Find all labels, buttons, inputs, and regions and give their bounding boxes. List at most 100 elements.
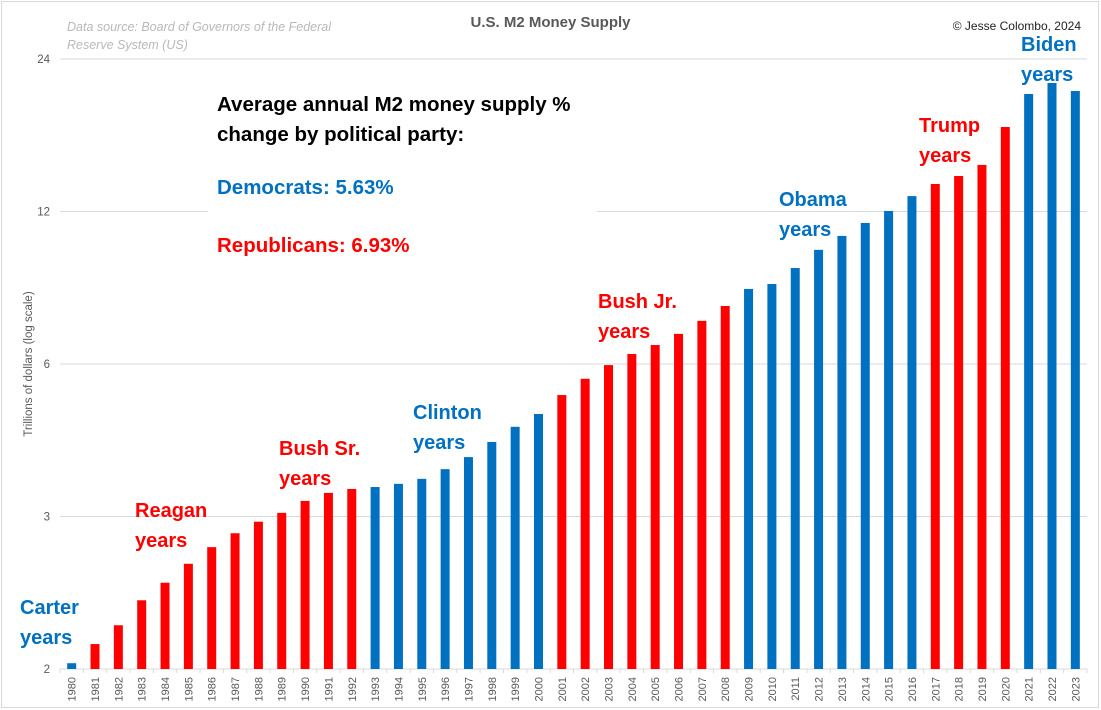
x-tick-label: 1981 bbox=[90, 677, 102, 701]
y-axis-label: Trillions of dollars (log scale) bbox=[23, 291, 35, 436]
bar-2009 bbox=[744, 288, 754, 669]
x-tick-label: 2011 bbox=[790, 677, 802, 701]
y-tick-label: 3 bbox=[44, 512, 50, 524]
x-tick-label: 2018 bbox=[954, 677, 966, 701]
x-tick-label: 2022 bbox=[1047, 677, 1059, 701]
era-label-bush-jr: Bush Jr. years bbox=[598, 291, 677, 343]
x-tick-label: 2008 bbox=[720, 677, 732, 701]
republicans-average: Republicans: 6.93% bbox=[217, 234, 410, 257]
x-tick-label: 1984 bbox=[160, 677, 172, 701]
x-tick-label: 1987 bbox=[230, 677, 242, 701]
x-tick-label: 2013 bbox=[837, 677, 849, 701]
bar-1994 bbox=[393, 483, 403, 669]
x-tick-label: 2006 bbox=[674, 677, 686, 701]
x-tick-label: 1994 bbox=[393, 677, 405, 701]
x-tick-label: 2009 bbox=[744, 677, 756, 701]
bar-2001 bbox=[557, 395, 567, 669]
bar-1986 bbox=[207, 547, 217, 669]
era-label-bush-sr: Bush Sr. years bbox=[279, 438, 361, 490]
era-label-clinton: Clinton years bbox=[413, 402, 482, 454]
bar-2011 bbox=[790, 268, 800, 669]
bar-2021 bbox=[1024, 94, 1034, 669]
x-tick-label: 2002 bbox=[580, 677, 592, 701]
x-tick-label: 2016 bbox=[907, 677, 919, 701]
bar-2007 bbox=[697, 320, 707, 669]
x-tick-label: 1996 bbox=[440, 677, 452, 701]
x-tick-label: 1997 bbox=[463, 677, 475, 701]
bar-2019 bbox=[977, 164, 987, 669]
bar-1997 bbox=[463, 457, 473, 669]
bar-2015 bbox=[884, 210, 894, 669]
bars bbox=[67, 82, 1080, 670]
x-tick-label: 1980 bbox=[67, 677, 79, 701]
x-tick-label: 1988 bbox=[253, 677, 265, 701]
bar-1983 bbox=[137, 600, 147, 669]
bar-1988 bbox=[253, 521, 263, 669]
bar-2000 bbox=[533, 414, 543, 669]
bar-2014 bbox=[860, 222, 870, 670]
y-axis-ticks: 24 12 6 3 2 bbox=[37, 54, 50, 676]
x-tick-label: 2012 bbox=[814, 677, 826, 701]
bar-2008 bbox=[720, 305, 730, 669]
bar-1990 bbox=[300, 500, 310, 669]
bar-2017 bbox=[930, 183, 940, 669]
bar-1993 bbox=[370, 487, 380, 669]
bar-1995 bbox=[417, 478, 427, 669]
bar-2004 bbox=[627, 353, 637, 669]
era-label-biden: Biden years bbox=[1021, 34, 1077, 86]
x-tick-label: 1982 bbox=[113, 677, 125, 701]
x-tick-label: 1983 bbox=[137, 677, 149, 701]
x-tick-label: 1998 bbox=[487, 677, 499, 701]
x-tick-label: 1995 bbox=[417, 677, 429, 701]
x-tick-label: 2004 bbox=[627, 677, 639, 701]
party-average-annotation: Average annual M2 money supply % change … bbox=[208, 84, 597, 268]
bar-1998 bbox=[487, 441, 497, 669]
x-tick-label: 1985 bbox=[183, 677, 195, 701]
copyright-note: © Jesse Colombo, 2024 bbox=[952, 19, 1081, 33]
x-tick-label: 1991 bbox=[323, 677, 335, 701]
x-axis-ticks: 1980 1981 1982 1983 1984 1985 1986 1987 1988 1989… bbox=[59, 669, 1088, 701]
x-tick-label: 1989 bbox=[277, 677, 289, 701]
x-tick-label: 2021 bbox=[1024, 677, 1036, 701]
x-tick-label: 2003 bbox=[604, 677, 616, 701]
bar-1981 bbox=[90, 644, 100, 669]
y-tick-label: 2 bbox=[44, 664, 50, 676]
bar-2022 bbox=[1047, 82, 1057, 670]
bar-2002 bbox=[580, 378, 590, 669]
x-tick-label: 1993 bbox=[370, 677, 382, 701]
era-label-carter: Carter years bbox=[20, 597, 79, 649]
bar-2016 bbox=[907, 196, 917, 670]
era-label-reagan: Reagan years bbox=[135, 500, 208, 552]
democrats-average: Democrats: 5.63% bbox=[217, 176, 394, 199]
bar-1980 bbox=[67, 663, 77, 669]
x-tick-label: 2014 bbox=[860, 677, 872, 701]
era-label-trump: Trump years bbox=[919, 115, 981, 167]
bar-1992 bbox=[347, 488, 357, 669]
bar-1999 bbox=[510, 426, 520, 669]
bar-2010 bbox=[767, 284, 777, 669]
bar-2006 bbox=[674, 333, 684, 669]
x-tick-label: 2020 bbox=[1000, 677, 1012, 701]
chart-title: U.S. M2 Money Supply bbox=[470, 14, 631, 31]
x-tick-label: 1992 bbox=[347, 677, 359, 701]
y-tick-label: 24 bbox=[37, 54, 50, 66]
x-tick-label: 2015 bbox=[884, 677, 896, 701]
bar-1987 bbox=[230, 533, 240, 669]
bar-2003 bbox=[604, 365, 614, 669]
bar-2005 bbox=[650, 345, 660, 669]
bar-2013 bbox=[837, 235, 847, 669]
x-tick-label: 1986 bbox=[207, 677, 219, 701]
x-tick-label: 1990 bbox=[300, 677, 312, 701]
y-tick-label: 6 bbox=[44, 359, 50, 371]
annotation-heading: Average annual M2 money supply % change … bbox=[217, 93, 571, 146]
bar-2012 bbox=[814, 249, 824, 669]
bar-1996 bbox=[440, 469, 450, 669]
x-tick-label: 1999 bbox=[510, 677, 522, 701]
bar-2023 bbox=[1070, 91, 1080, 670]
x-tick-label: 2001 bbox=[557, 677, 569, 701]
x-tick-label: 2017 bbox=[930, 677, 942, 701]
bar-1991 bbox=[323, 492, 333, 669]
bar-2018 bbox=[954, 176, 964, 670]
data-source-note: Data source: Board of Governors of the F… bbox=[67, 20, 332, 52]
